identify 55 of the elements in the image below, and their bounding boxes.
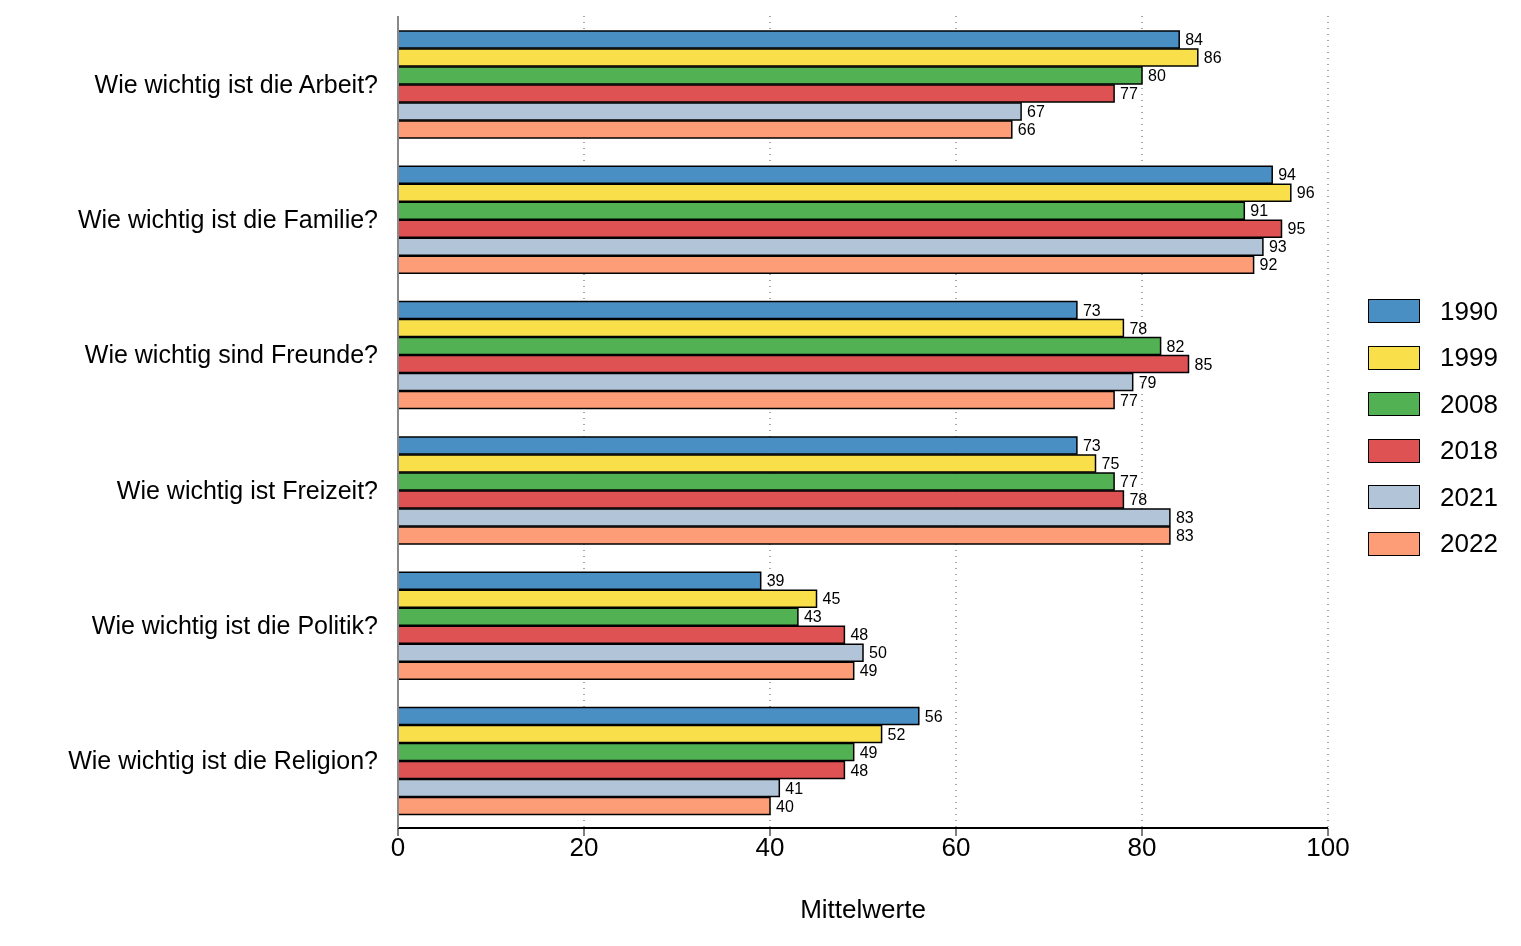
data-label: 41 (785, 779, 804, 797)
legend-label: 2022 (1440, 528, 1498, 560)
data-label: 73 (1082, 437, 1101, 455)
data-label: 95 (1287, 220, 1306, 238)
data-label: 84 (1185, 31, 1204, 49)
x-tick-label: 40 (755, 832, 785, 863)
data-label: 83 (1175, 527, 1194, 545)
data-label: 82 (1166, 337, 1185, 355)
x-axis-title: Mittelwerte (800, 894, 926, 924)
data-label: 39 (766, 572, 785, 590)
data-label: 83 (1175, 509, 1194, 527)
data-label: 77 (1120, 85, 1138, 103)
data-label: 80 (1148, 67, 1166, 85)
data-label: 94 (1278, 166, 1297, 184)
data-label: 48 (850, 626, 869, 644)
data-label: 40 (776, 797, 794, 815)
data-label: 79 (1138, 373, 1157, 391)
y-tick-label: Wie wichtig ist die Religion? (68, 746, 378, 775)
y-tick-label: Wie wichtig ist die Familie? (77, 204, 378, 233)
data-label: 45 (822, 590, 841, 608)
y-tick-label: Wie wichtig ist die Arbeit? (94, 69, 378, 98)
y-tick-label: Wie wichtig ist Freizeit? (116, 475, 378, 504)
data-label: 93 (1268, 238, 1287, 256)
data-label: 92 (1259, 256, 1278, 274)
data-label: 48 (850, 761, 869, 779)
data-label: 78 (1129, 319, 1148, 337)
x-tick-label: 20 (569, 832, 599, 863)
legend-label: 1990 (1440, 295, 1498, 327)
data-label: 49 (859, 662, 878, 680)
data-label: 75 (1101, 455, 1120, 473)
data-label: 66 (1017, 121, 1036, 139)
data-label: 78 (1129, 491, 1148, 509)
data-label: 91 (1250, 202, 1269, 220)
x-tick-label: 60 (941, 832, 971, 863)
data-label: 77 (1120, 391, 1138, 409)
data-label: 67 (1027, 103, 1045, 121)
data-label: 43 (803, 608, 822, 626)
data-label: 56 (924, 707, 943, 725)
data-label: 73 (1082, 301, 1101, 319)
data-label: 96 (1296, 184, 1315, 202)
legend-label: 2018 (1440, 435, 1498, 467)
data-label: 50 (869, 644, 887, 662)
legend-label: 2008 (1440, 388, 1498, 420)
data-label: 86 (1203, 49, 1222, 67)
y-tick-label: Wie wichtig ist die Politik? (91, 610, 378, 639)
data-label: 77 (1120, 473, 1138, 491)
x-tick-label: 0 (390, 832, 406, 863)
data-label: 85 (1194, 355, 1213, 373)
data-label: 52 (887, 725, 906, 743)
legend-label: 1999 (1440, 342, 1498, 374)
x-tick-label: 80 (1127, 832, 1157, 863)
y-tick-label: Wie wichtig sind Freunde? (84, 340, 378, 369)
legend-label: 2021 (1440, 481, 1498, 513)
data-label: 49 (859, 743, 878, 761)
x-tick-label: 100 (1306, 832, 1350, 863)
